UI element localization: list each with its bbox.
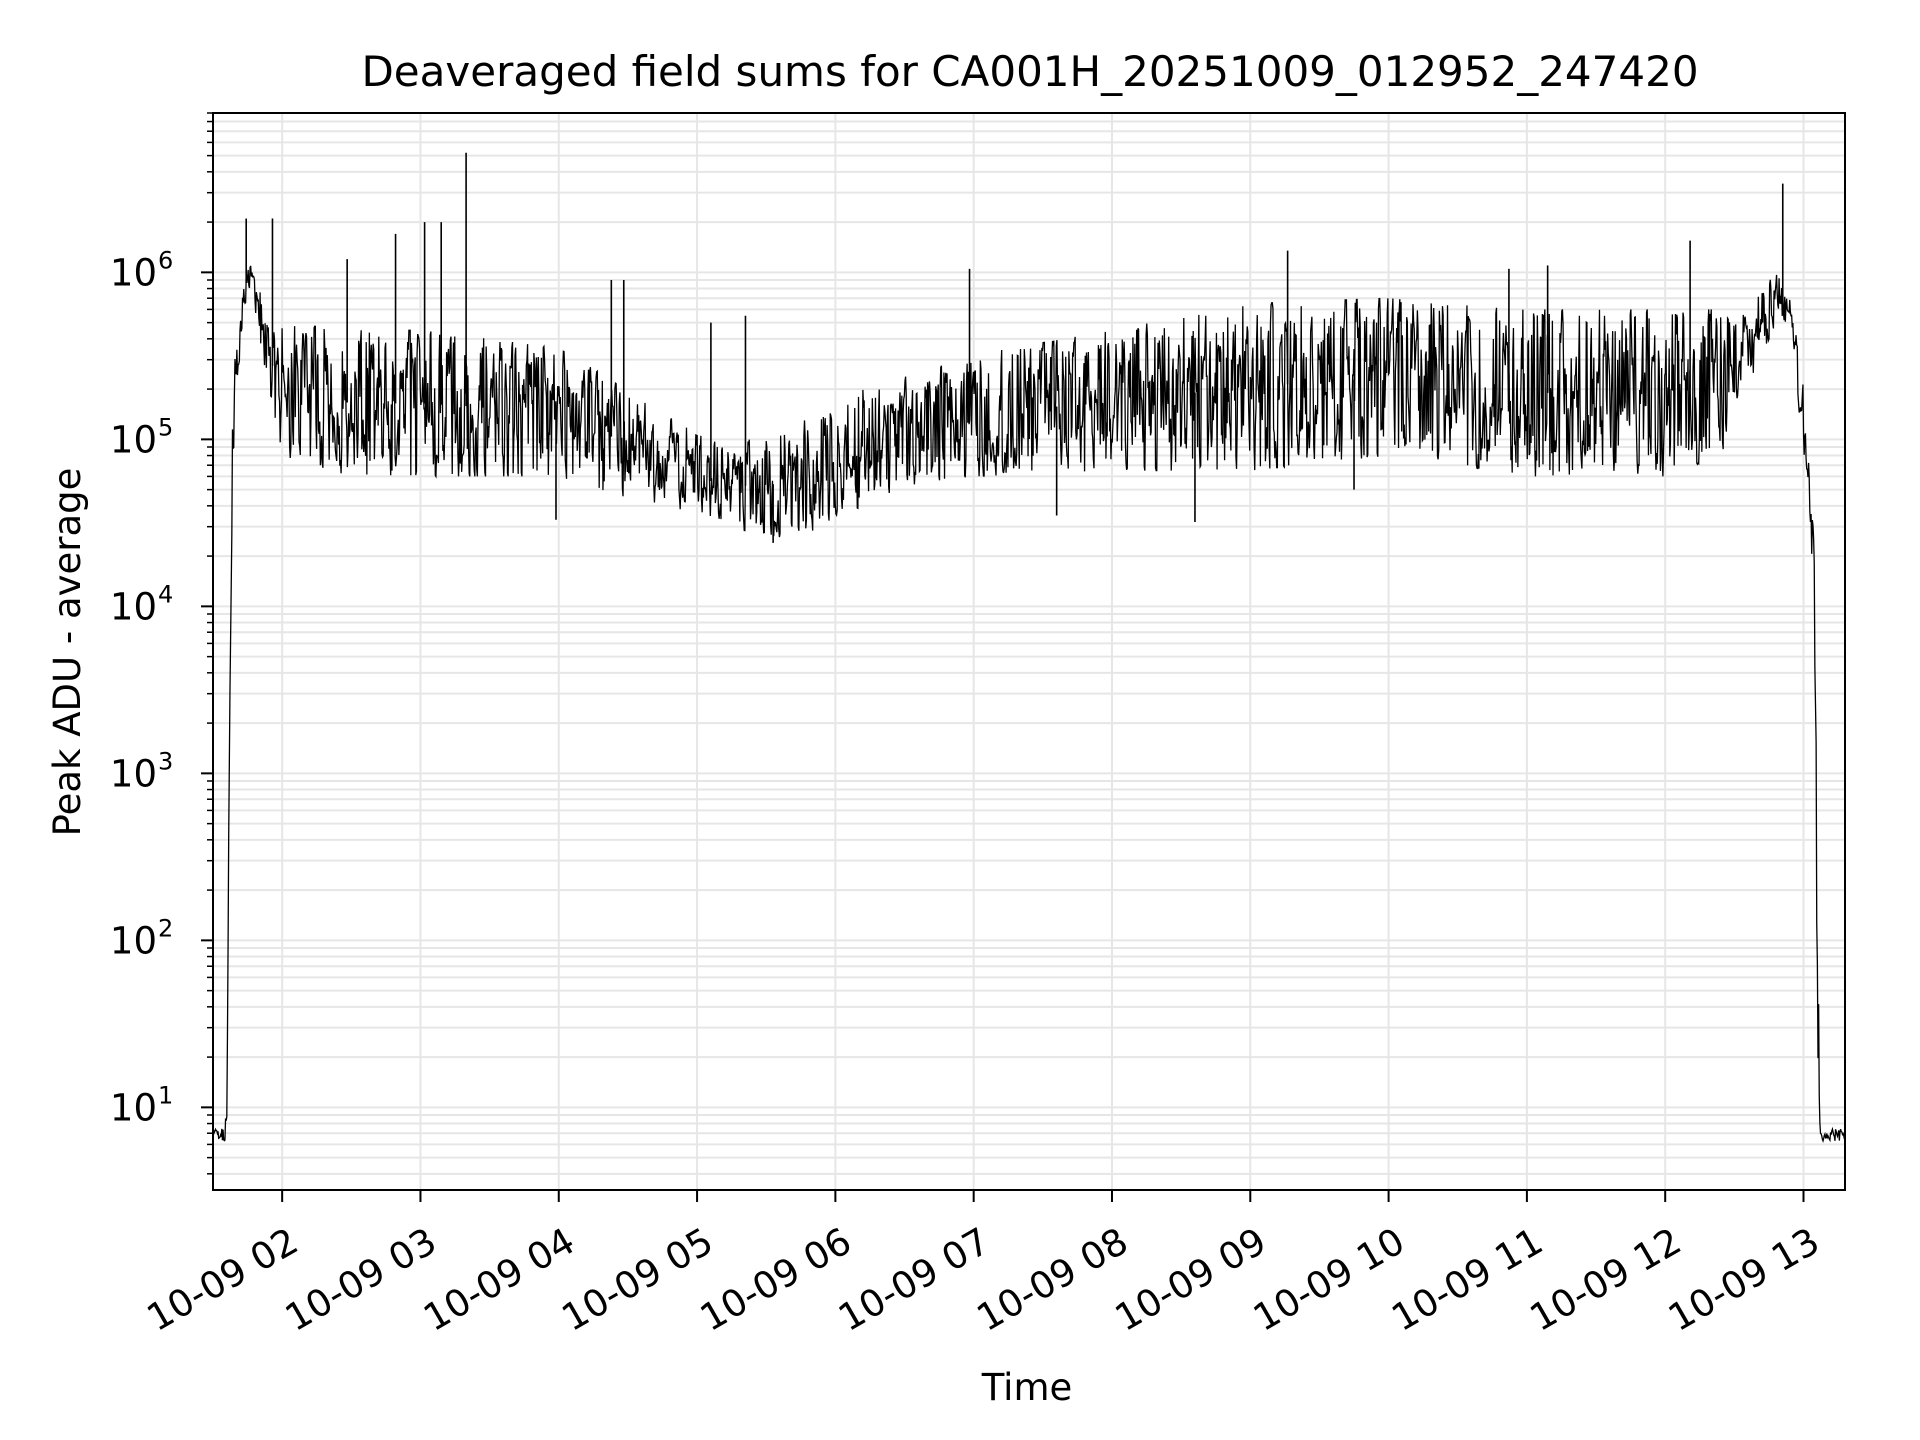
y-tick-exponent: 3 <box>158 747 173 775</box>
data-layer <box>212 152 1846 1143</box>
x-axis-label: Time <box>981 1366 1073 1409</box>
plot-frame <box>212 112 1846 1191</box>
y-tick-label: 10 <box>110 585 157 628</box>
tick-layer <box>201 112 1805 1202</box>
y-tick-exponent: 5 <box>158 413 173 441</box>
y-tick-exponent: 4 <box>158 580 173 608</box>
chart-title: Deaveraged field sums for CA001H_2025100… <box>361 47 1698 96</box>
y-tick-label: 10 <box>110 418 157 461</box>
data-series-line <box>212 265 1846 1143</box>
y-tick-label: 10 <box>110 919 157 962</box>
y-tick-label: 10 <box>110 752 157 795</box>
y-tick-exponent: 6 <box>158 246 173 274</box>
y-tick-label: 10 <box>110 1086 157 1129</box>
y-axis-label: Peak ADU - average <box>46 468 89 837</box>
y-tick-exponent: 2 <box>158 914 173 942</box>
y-tick-label: 10 <box>110 251 157 294</box>
grid-layer <box>213 112 1845 1190</box>
y-tick-exponent: 1 <box>158 1081 173 1109</box>
